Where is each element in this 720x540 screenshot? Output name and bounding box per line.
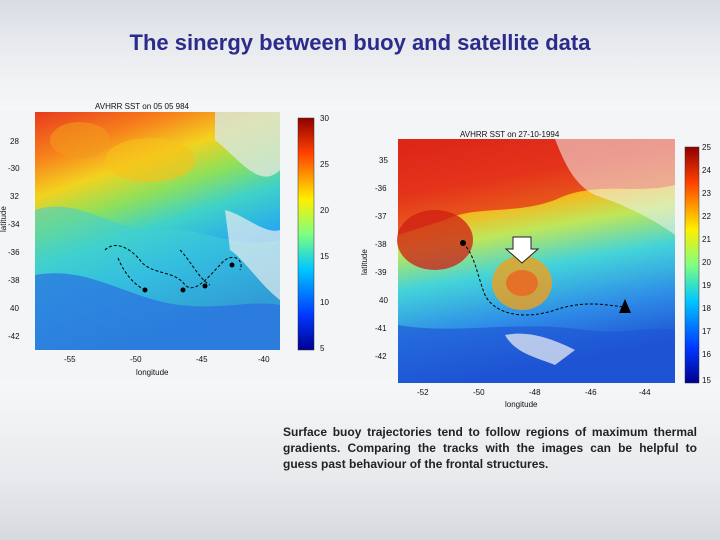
left-colorbar-tick-label: 10 — [320, 298, 329, 307]
right-lat-tick-label: 40 — [379, 296, 388, 305]
right-buoy-track — [462, 242, 626, 316]
right-lon-tick-label: -46 — [585, 388, 597, 397]
down-arrow-icon — [504, 236, 540, 264]
left-lon-tick-label: -50 — [130, 355, 142, 364]
background-top — [0, 0, 720, 110]
left-map-figure: AVHRR SST on 05 05 984 28 -30 32 -34 — [0, 102, 329, 377]
right-colorbar-tick-label: 21 — [702, 235, 711, 244]
slide-title: The sinergy between buoy and satellite d… — [129, 30, 591, 55]
right-lon-tick-label: -50 — [473, 388, 485, 397]
right-lat-tick-label: -39 — [375, 268, 387, 277]
left-colorbar-tick-label: 30 — [320, 114, 329, 123]
right-lat-tick-label: -38 — [375, 240, 387, 249]
right-colorbar-tick-label: 25 — [702, 143, 711, 152]
left-lat-tick-label: 28 — [10, 137, 19, 146]
left-colorbar-tick-label: 25 — [320, 160, 329, 169]
right-ylabel: latitude — [360, 249, 369, 275]
right-colorbar-tick-label: 18 — [702, 304, 711, 313]
left-lat-ticks: 28 -30 32 -34 -36 -38 40 -42 — [8, 137, 20, 341]
right-colorbar-tick-label: 24 — [702, 166, 711, 175]
right-colorbar-ticks: 25 24 23 22 21 20 19 18 17 16 15 — [702, 143, 711, 385]
right-colorbar-tick-label: 23 — [702, 189, 711, 198]
left-buoy-tracks — [104, 245, 242, 291]
left-lat-tick-label: 40 — [10, 304, 19, 313]
right-lon-ticks: -52 -50 -48 -46 -44 — [417, 388, 651, 397]
right-buoy-markers — [460, 240, 631, 313]
left-map-panel: AVHRR SST on 05 05 984 28 -30 32 -34 — [0, 100, 350, 380]
left-lon-tick-label: -55 — [64, 355, 76, 364]
left-lat-tick-label: -34 — [8, 220, 20, 229]
left-colorbar — [297, 117, 315, 351]
left-xlabel: longitude — [136, 368, 169, 377]
right-colorbar-tick-label: 15 — [702, 376, 711, 385]
right-xlabel: longitude — [505, 400, 538, 409]
right-map-header: AVHRR SST on 27-10-1994 — [460, 130, 560, 139]
background-bottom — [0, 380, 720, 540]
right-colorbar — [684, 146, 700, 384]
right-colorbar-tick-label: 20 — [702, 258, 711, 267]
left-ylabel: latitude — [0, 206, 8, 232]
right-colorbar-tick-label: 19 — [702, 281, 711, 290]
left-lon-tick-label: -45 — [196, 355, 208, 364]
left-map-header: AVHRR SST on 05 05 984 — [95, 102, 190, 111]
caption-text: Surface buoy trajectories tend to follow… — [283, 425, 697, 471]
left-lat-tick-label: 32 — [10, 192, 19, 201]
right-lat-tick-label: -42 — [375, 352, 387, 361]
right-lon-tick-label: -52 — [417, 388, 429, 397]
right-map-figure: AVHRR SST on 27-10-1994 35 -36 -37 -38 -… — [360, 130, 711, 409]
left-lon-ticks: -55 -50 -45 -40 — [64, 355, 270, 364]
left-colorbar-tick-label: 20 — [320, 206, 329, 215]
right-lat-tick-label: -41 — [375, 324, 387, 333]
left-lat-tick-label: -38 — [8, 276, 20, 285]
left-lat-tick-label: -42 — [8, 332, 20, 341]
right-lat-tick-label: -36 — [375, 184, 387, 193]
right-lon-tick-label: -48 — [529, 388, 541, 397]
right-lon-tick-label: -44 — [639, 388, 651, 397]
right-colorbar-tick-label: 17 — [702, 327, 711, 336]
right-colorbar-tick-label: 22 — [702, 212, 711, 221]
left-lat-tick-label: -30 — [8, 164, 20, 173]
right-lat-tick-label: 35 — [379, 156, 388, 165]
left-buoy-markers — [142, 262, 235, 293]
left-lat-tick-label: -36 — [8, 248, 20, 257]
right-map-panel: AVHRR SST on 27-10-1994 35 -36 -37 -38 -… — [355, 125, 720, 415]
left-lon-tick-label: -40 — [258, 355, 270, 364]
left-sst-image — [35, 112, 280, 350]
left-colorbar-tick-label: 15 — [320, 252, 329, 261]
left-colorbar-tick-label: 5 — [320, 344, 325, 353]
right-colorbar-tick-label: 16 — [702, 350, 711, 359]
right-lat-ticks: 35 -36 -37 -38 -39 40 -41 -42 — [375, 156, 388, 361]
left-colorbar-ticks: 30 25 20 15 10 5 — [320, 114, 329, 353]
right-sst-image — [397, 139, 675, 383]
right-lat-tick-label: -37 — [375, 212, 387, 221]
